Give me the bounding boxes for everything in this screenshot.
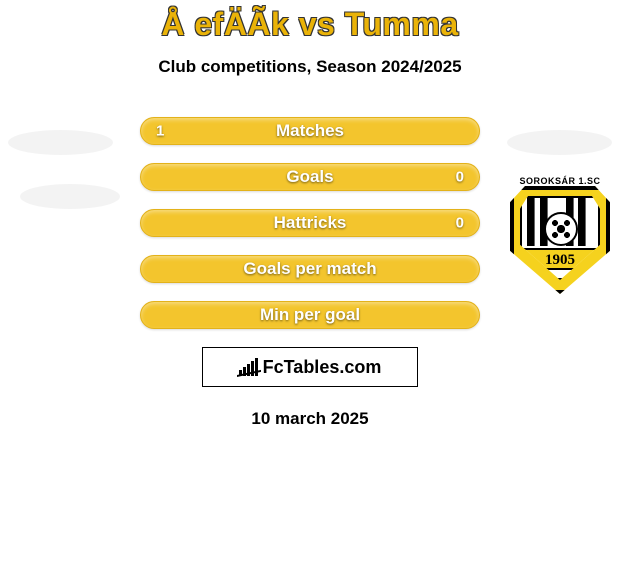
stat-label: Goals: [286, 167, 333, 187]
stat-left-value: 1: [156, 123, 164, 140]
brand-box: FcTables.com: [202, 347, 418, 387]
stat-label: Goals per match: [243, 259, 376, 279]
stat-row-matches: 1 Matches: [140, 117, 480, 145]
stat-label: Matches: [276, 121, 344, 141]
brand-bars-icon: [239, 358, 261, 376]
stat-label: Min per goal: [260, 305, 360, 325]
stat-right-value: 0: [456, 215, 464, 232]
decorative-ellipse-top-right: [507, 130, 612, 155]
stat-row-hattricks: Hattricks 0: [140, 209, 480, 237]
footer-date: 10 march 2025: [0, 409, 620, 429]
brand-name: FcTables.com: [263, 357, 382, 378]
page-subtitle: Club competitions, Season 2024/2025: [0, 57, 620, 77]
team-crest: 1905 SOROKSÁR 1.SC: [510, 186, 610, 294]
page-title: Å efÄÃ­k vs Tumma: [0, 6, 620, 43]
stat-row-min-per-goal: Min per goal: [140, 301, 480, 329]
decorative-ellipse-top-left-1: [8, 130, 113, 155]
decorative-ellipse-top-left-2: [20, 184, 120, 209]
brand-logo: FcTables.com: [239, 357, 382, 378]
stat-row-goals-per-match: Goals per match: [140, 255, 480, 283]
crest-top-text: SOROKSÁR 1.SC: [519, 176, 600, 186]
stat-right-value: 0: [456, 169, 464, 186]
stat-row-goals: Goals 0: [140, 163, 480, 191]
stat-label: Hattricks: [274, 213, 347, 233]
